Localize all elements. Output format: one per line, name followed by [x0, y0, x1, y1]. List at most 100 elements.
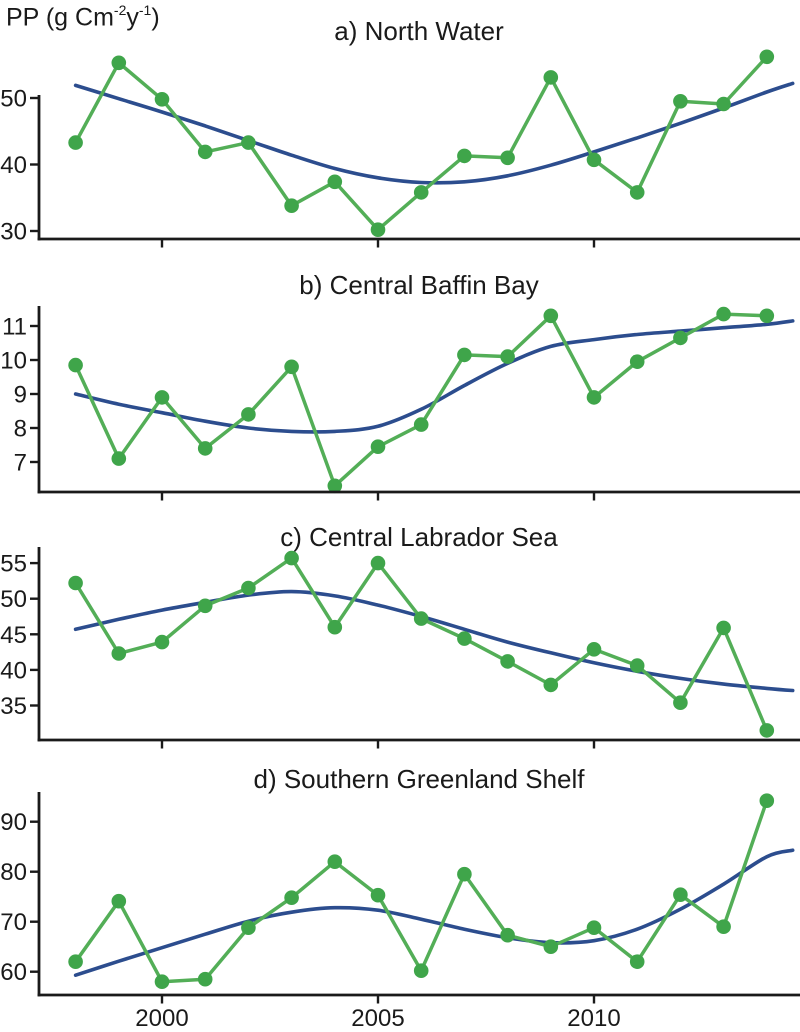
data-point [241, 407, 256, 422]
panel-c-title: c) Central Labrador Sea [280, 522, 558, 552]
data-point [716, 919, 731, 934]
data-point [111, 893, 127, 909]
y-tick-label: 7 [14, 450, 27, 477]
x-tick-label: 2005 [351, 1005, 404, 1032]
data-point [154, 974, 170, 989]
data-point [327, 854, 343, 869]
data-line [73, 556, 769, 733]
data-line [73, 798, 769, 984]
y-tick-label: 35 [0, 693, 27, 720]
data-point [629, 354, 645, 369]
trend-line [73, 81, 795, 185]
data-point [543, 308, 559, 324]
data-point [68, 135, 83, 150]
y-axis-unit-sup-1: -1 [138, 2, 152, 18]
y-axis-unit-suffix: ) [151, 3, 160, 32]
y-tick-label: 50 [0, 86, 27, 113]
data-point [759, 308, 775, 324]
y-axis-unit-label: PP (g Cm-2y-1) [6, 2, 160, 32]
panel-d-title: d) Southern Greenland Shelf [253, 764, 585, 794]
y-tick-label: 11 [2, 314, 27, 341]
y-tick-label: 40 [0, 657, 27, 684]
data-point [197, 598, 213, 614]
data-point [457, 866, 472, 882]
data-point [284, 359, 299, 375]
data-point [543, 70, 559, 85]
data-point [673, 94, 688, 109]
x-tick-label: 2010 [567, 1005, 620, 1032]
data-point [586, 152, 602, 168]
data-point [111, 451, 127, 466]
data-point [154, 92, 170, 107]
data-point [629, 658, 645, 673]
data-point [241, 135, 256, 150]
data-point [327, 478, 343, 494]
y-axis-unit-mid: y [126, 3, 139, 32]
data-point [370, 555, 386, 571]
data-point [413, 963, 429, 978]
panel-b-plot: 7 8 9 10 11 [0, 306, 800, 501]
data-point [629, 954, 645, 969]
data-point [284, 890, 299, 905]
data-point [197, 441, 213, 456]
y-tick-label: 90 [0, 809, 27, 836]
data-point [413, 611, 429, 626]
data-point [413, 417, 429, 432]
y-tick-label: 60 [0, 959, 27, 986]
y-tick-label: 8 [14, 416, 27, 443]
data-point [68, 575, 83, 591]
data-point [457, 347, 472, 363]
panel-b-title: b) Central Baffin Bay [299, 270, 539, 300]
data-point [241, 580, 256, 596]
panel-d-plot: 60 70 80 90 2000 2005 2010 [0, 792, 800, 1032]
data-point [111, 55, 127, 71]
panel-a-title: a) North Water [334, 16, 504, 46]
data-point [111, 646, 127, 661]
data-point [327, 174, 343, 190]
data-point [370, 439, 386, 454]
data-point [370, 222, 386, 237]
data-point [284, 550, 299, 566]
y-tick-label: 50 [0, 586, 27, 613]
data-point [716, 620, 731, 636]
data-point [154, 634, 170, 650]
trend-line [73, 848, 795, 977]
data-point [154, 390, 170, 405]
y-axis-unit-sup-2: -2 [113, 2, 127, 18]
data-point [197, 971, 213, 987]
x-tick-label: 2000 [135, 1005, 188, 1032]
trend-line [73, 589, 795, 693]
data-point [500, 927, 515, 943]
data-point [586, 390, 602, 405]
y-tick-label: 45 [0, 622, 27, 649]
data-point [543, 677, 559, 693]
data-point [586, 642, 602, 657]
y-tick-label: 30 [0, 219, 27, 246]
data-point [68, 954, 83, 969]
data-point [68, 357, 83, 373]
trend-line [73, 319, 795, 434]
data-point [586, 920, 602, 935]
data-point [673, 330, 688, 346]
y-axis-unit-text: PP (g Cm [6, 3, 114, 32]
panel-a-plot: 30 40 50 [0, 49, 800, 248]
panel-c-plot: 35 40 45 50 55 [0, 547, 800, 749]
data-point [629, 185, 645, 200]
data-line [73, 55, 769, 232]
data-line [73, 312, 769, 488]
y-tick-label: 10 [0, 348, 27, 375]
data-point [759, 793, 775, 808]
data-point [759, 723, 775, 738]
data-point [500, 654, 515, 669]
data-point [543, 939, 559, 954]
data-point [673, 887, 688, 902]
y-tick-label: 9 [14, 382, 27, 409]
data-point [457, 148, 472, 164]
y-tick-label: 80 [0, 859, 27, 886]
data-point [716, 306, 731, 322]
y-tick-label: 40 [0, 152, 27, 179]
data-point [284, 198, 299, 213]
data-point [500, 150, 515, 166]
data-point [673, 695, 688, 710]
